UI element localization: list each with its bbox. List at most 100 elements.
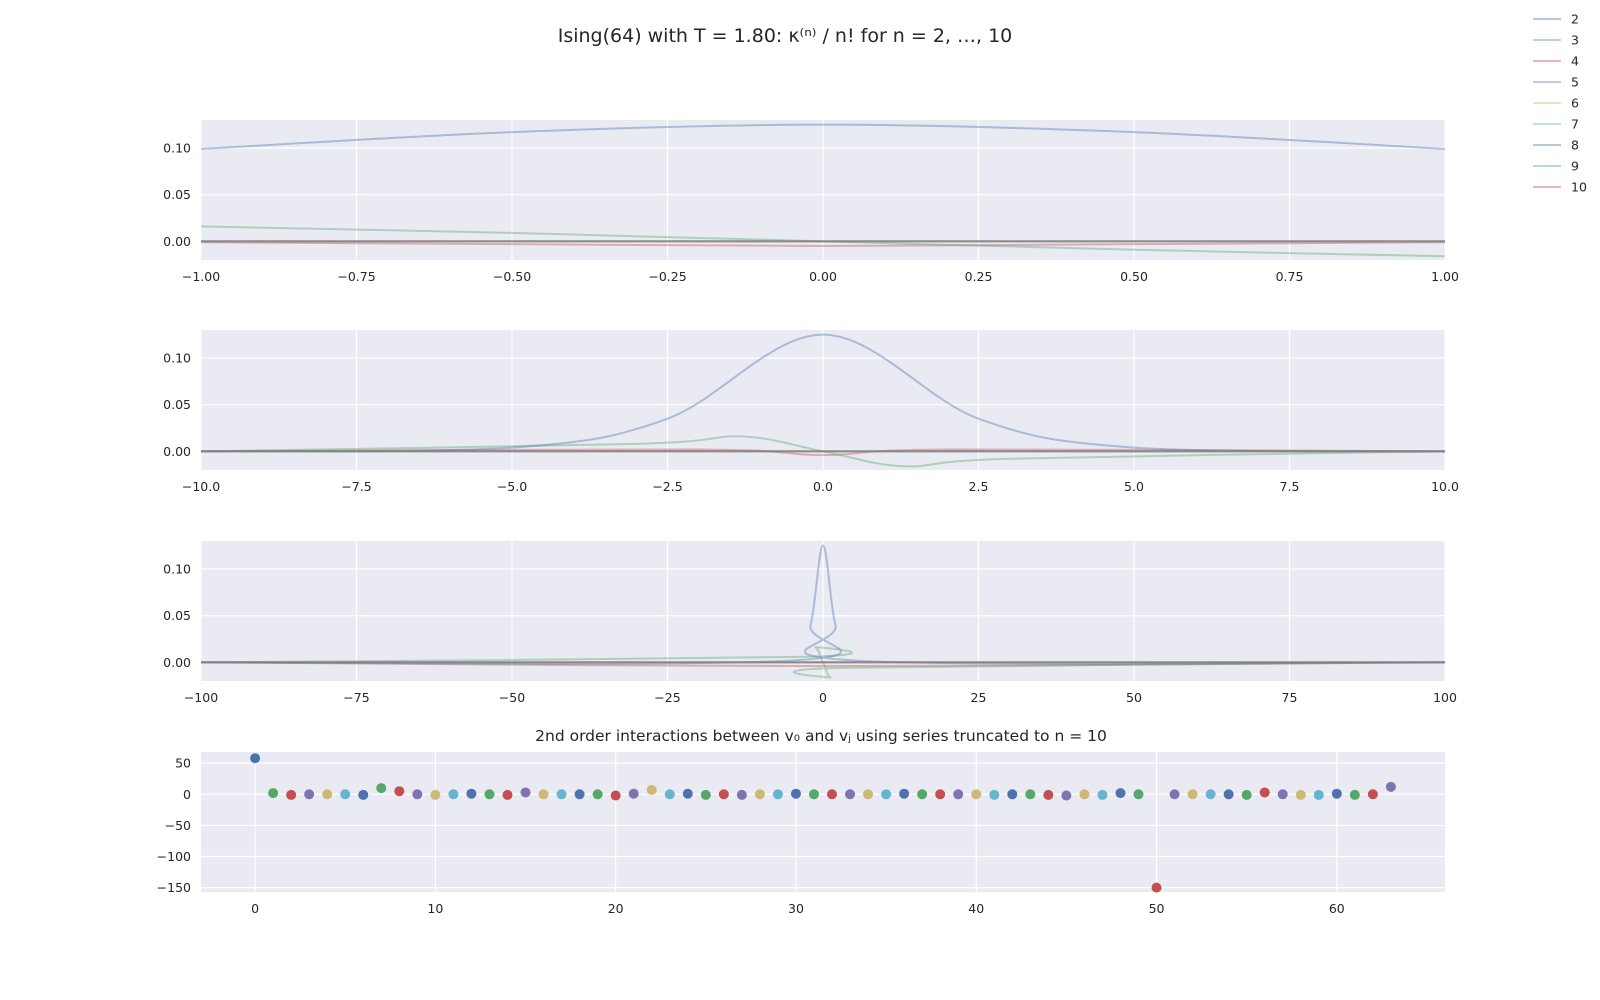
series-4-line <box>200 661 1446 668</box>
x-tick-label: 20 <box>608 901 624 916</box>
plot-area <box>201 752 1445 892</box>
data-point <box>394 786 405 797</box>
y-tick-label: 0.00 <box>163 444 191 459</box>
data-point <box>827 789 838 800</box>
data-point <box>1187 789 1198 800</box>
data-point <box>1061 790 1072 801</box>
x-tick-label: 100 <box>1433 690 1457 705</box>
legend: 2 3 4 5 6 7 8 9 10 <box>1533 12 1587 195</box>
x-tick-label: 0.50 <box>1120 269 1148 284</box>
x-tick-label: −1.00 <box>182 269 220 284</box>
data-point <box>268 788 279 799</box>
x-tick-label: −10.0 <box>182 479 220 494</box>
data-point <box>1079 789 1090 800</box>
x-tick-label: 50 <box>1126 690 1142 705</box>
x-tick-label: 0.00 <box>809 269 837 284</box>
legend-label: 8 <box>1571 138 1579 153</box>
series-4-line <box>200 448 1446 457</box>
data-point <box>664 789 675 800</box>
legend-label: 5 <box>1571 75 1579 90</box>
legend-label: 4 <box>1571 54 1579 69</box>
y-tick-label: 0.10 <box>163 351 191 366</box>
data-point <box>1259 787 1270 798</box>
data-point <box>700 789 711 800</box>
y-tick-label: 0 <box>183 787 191 802</box>
x-tick-label: −0.25 <box>648 269 686 284</box>
data-point <box>1295 789 1306 800</box>
y-tick-label: 0.05 <box>163 608 191 623</box>
x-tick-label: 40 <box>968 901 984 916</box>
data-point <box>790 788 801 799</box>
y-tick-label: 0.00 <box>163 234 191 249</box>
data-point <box>448 789 459 800</box>
data-point <box>520 787 531 798</box>
data-point <box>592 789 603 800</box>
y-tick-label: 0.05 <box>163 187 191 202</box>
legend-label: 7 <box>1571 117 1579 132</box>
series-2-line <box>200 333 1446 453</box>
x-tick-label: 25 <box>971 690 987 705</box>
panel-3: −100 −75 −50 −25 0 25 50 75 100 0.10 0.05 0.00 <box>163 541 1457 705</box>
data-point <box>1097 789 1108 800</box>
data-point <box>1331 788 1342 799</box>
data-point <box>1043 789 1054 800</box>
data-point <box>556 789 567 800</box>
data-point <box>502 789 513 800</box>
data-point <box>412 789 423 800</box>
x-tick-label: 75 <box>1282 690 1298 705</box>
data-point <box>628 788 639 799</box>
x-tick-label: 10 <box>427 901 443 916</box>
panel-1: −1.00 −0.75 −0.50 −0.25 0.00 0.25 0.50 0.75 1.00… <box>163 120 1459 284</box>
data-point <box>610 790 621 801</box>
data-point <box>1115 788 1126 799</box>
data-point <box>1223 789 1234 800</box>
data-point <box>953 789 964 800</box>
x-tick-label: 0 <box>819 690 827 705</box>
data-point <box>1007 789 1018 800</box>
data-point <box>1313 789 1324 800</box>
data-point <box>322 789 333 800</box>
data-point <box>286 789 297 800</box>
x-tick-label: 30 <box>788 901 804 916</box>
x-tick-label: −0.50 <box>493 269 531 284</box>
data-point <box>989 789 1000 800</box>
data-point <box>754 789 765 800</box>
x-tick-label: 5.0 <box>1124 479 1144 494</box>
x-tick-label: −25 <box>654 690 680 705</box>
x-tick-label: 10.0 <box>1431 479 1459 494</box>
y-tick-label: −100 <box>157 849 191 864</box>
x-tick-label: 1.00 <box>1431 269 1459 284</box>
data-point <box>1169 789 1180 800</box>
data-point <box>1133 789 1144 800</box>
subplot-title: 2nd order interactions between v₀ and vⱼ… <box>535 727 1107 745</box>
y-tick-label: −50 <box>165 818 191 833</box>
data-point <box>718 789 729 800</box>
x-tick-label: 7.5 <box>1280 479 1300 494</box>
x-tick-label: 0.0 <box>813 479 833 494</box>
data-point <box>682 788 693 799</box>
data-point <box>538 789 549 800</box>
chart-title: Ising(64) with T = 1.80: κ⁽ⁿ⁾ / n! for n… <box>558 25 1013 47</box>
x-tick-label: −100 <box>184 690 218 705</box>
x-tick-label: −5.0 <box>497 479 527 494</box>
x-tick-label: −0.75 <box>337 269 375 284</box>
data-point <box>1025 789 1036 800</box>
data-point <box>340 789 351 800</box>
data-point <box>935 789 946 800</box>
data-point <box>376 783 387 794</box>
data-point <box>881 789 892 800</box>
data-point <box>250 753 261 764</box>
data-point <box>484 789 495 800</box>
x-tick-label: 0.25 <box>965 269 993 284</box>
x-tick-label: −2.5 <box>652 479 682 494</box>
x-tick-label: −75 <box>343 690 369 705</box>
y-tick-label: −150 <box>157 880 191 895</box>
data-point <box>466 788 477 799</box>
x-tick-label: 2.5 <box>969 479 989 494</box>
data-point <box>971 789 982 800</box>
data-point <box>304 789 315 800</box>
x-tick-label: 0.75 <box>1276 269 1304 284</box>
data-point <box>863 789 874 800</box>
x-tick-label: −7.5 <box>341 479 371 494</box>
